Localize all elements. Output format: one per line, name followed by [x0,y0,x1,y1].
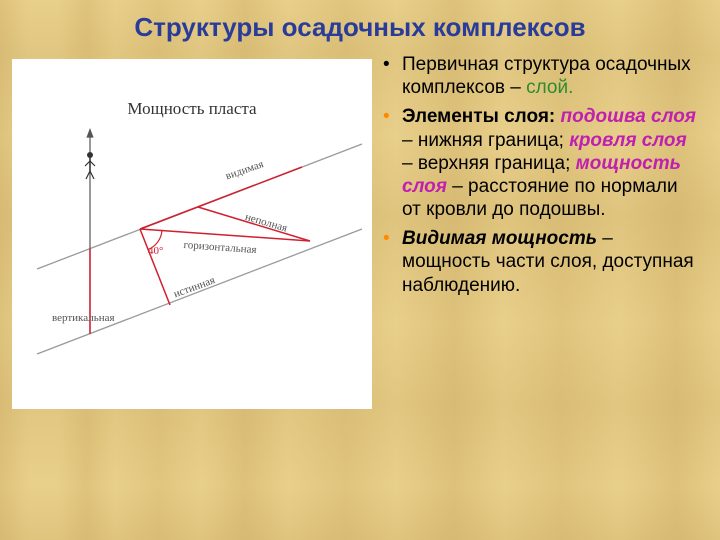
diagram-label: вертикальная [52,312,115,324]
text-run: слой. [526,77,573,98]
diagram-svg [12,59,372,409]
diagram-line [140,229,170,305]
figure-column: Мощность пласта видимаянеполнаягоризонта… [0,49,378,409]
text-run: Элементы слоя: [402,106,561,127]
bullet-item: Видимая мощность – мощность части слоя, … [380,227,698,297]
bullet-list: Первичная структура осадочных комплексов… [380,53,698,297]
text-run: – нижняя граница; [402,130,569,151]
text-run: кровля слоя [569,130,687,151]
bullet-item: Первичная структура осадочных комплексов… [380,53,698,99]
figure: Мощность пласта видимаянеполнаягоризонта… [12,59,372,409]
text-run: – верхняя граница; [402,153,576,174]
diagram-label: 40° [148,245,163,257]
slide: Структуры осадочных комплексов Мощность … [0,0,720,540]
slide-title: Структуры осадочных комплексов [0,0,720,49]
text-run: подошва слоя [561,106,696,127]
bullet-item: Элементы слоя: подошва слоя – нижняя гра… [380,105,698,221]
arrow-up-icon [86,128,93,138]
content-row: Мощность пласта видимаянеполнаягоризонта… [0,49,720,409]
text-column: Первичная структура осадочных комплексов… [378,49,702,409]
text-run: Видимая мощность [402,228,597,249]
